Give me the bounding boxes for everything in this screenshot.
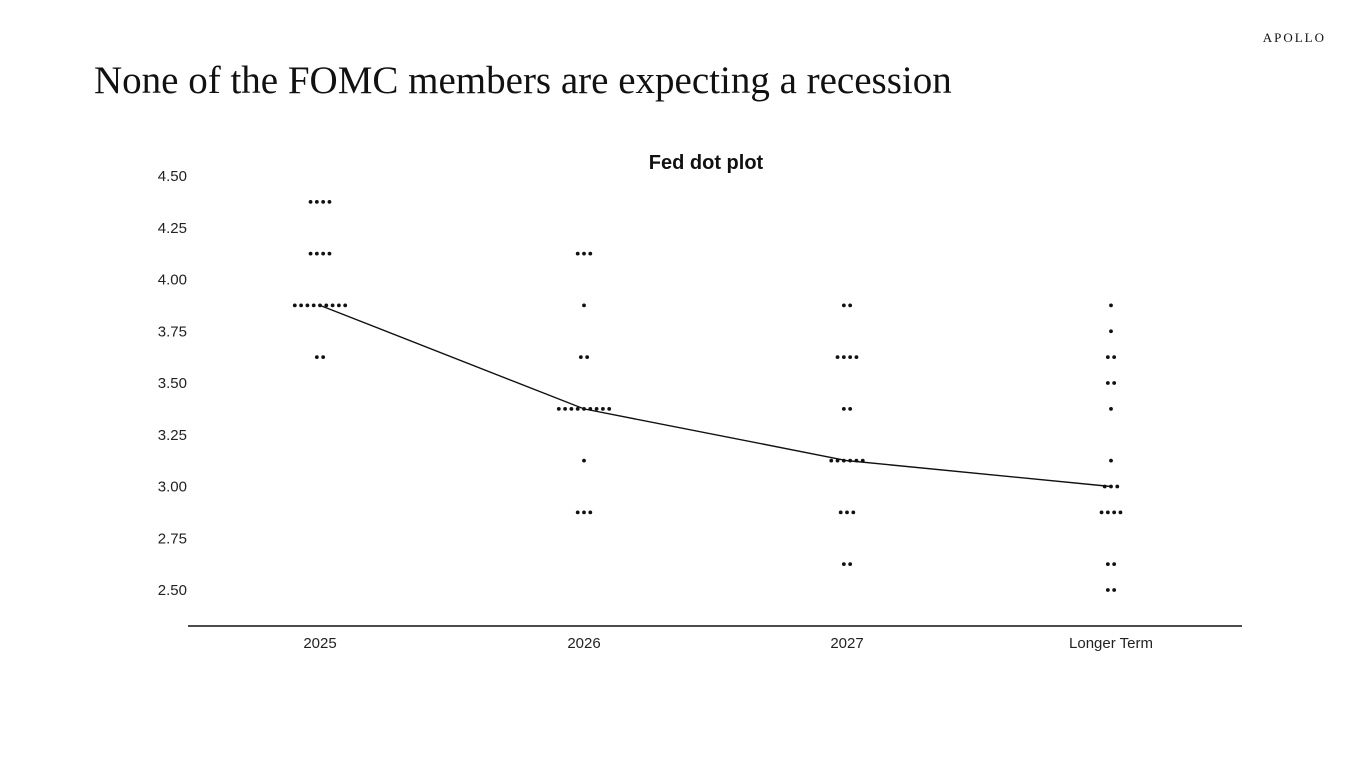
dot-point xyxy=(601,406,605,411)
dot-point xyxy=(841,303,846,308)
dot-point xyxy=(1105,562,1110,567)
brand-logo: APOLLO xyxy=(1262,30,1326,45)
dot-point xyxy=(1112,510,1117,515)
dot-point xyxy=(851,510,856,515)
x-tick-label: 2027 xyxy=(830,635,863,652)
dot-point xyxy=(569,406,574,411)
dot-point xyxy=(588,251,593,256)
dot-point xyxy=(578,355,583,360)
dots-layer xyxy=(292,199,1123,592)
dot-point xyxy=(337,303,341,308)
dot-point xyxy=(575,251,580,256)
dot-point xyxy=(321,199,326,204)
dot-point xyxy=(854,458,859,463)
y-tick-label: 4.00 xyxy=(158,272,187,289)
dot-point xyxy=(588,406,593,411)
dot-point xyxy=(860,458,865,463)
dot-point xyxy=(1112,381,1117,385)
dot-point xyxy=(1109,303,1113,308)
y-tick-label: 2.50 xyxy=(158,582,187,599)
dot-point xyxy=(299,303,303,308)
dot-point xyxy=(854,355,859,360)
dot-point xyxy=(848,355,853,360)
dot-point xyxy=(305,303,310,308)
y-tick-label: 3.75 xyxy=(158,323,187,340)
y-tick-label: 3.25 xyxy=(158,427,187,444)
x-tick-label: 2025 xyxy=(303,635,336,652)
dot-point xyxy=(585,355,590,360)
y-tick-label: 2.75 xyxy=(158,530,187,547)
x-tick-label: 2026 xyxy=(567,635,600,652)
dot-point xyxy=(308,199,313,204)
median-line xyxy=(319,304,1112,488)
y-tick-label: 4.25 xyxy=(158,220,187,237)
dot-point xyxy=(575,510,580,515)
dot-point xyxy=(848,406,853,411)
dot-point xyxy=(575,406,580,411)
chart-title: Fed dot plot xyxy=(649,152,764,174)
dot-point xyxy=(1105,510,1110,515)
dot-point xyxy=(327,251,332,256)
dot-point xyxy=(588,510,593,515)
dot-point xyxy=(308,251,313,256)
dot-point xyxy=(829,458,834,463)
dot-point xyxy=(1109,329,1113,334)
dot-point xyxy=(1105,381,1110,385)
dot-point xyxy=(582,510,586,515)
dot-point xyxy=(835,458,840,463)
dot-point xyxy=(314,199,319,204)
dot-point xyxy=(848,458,853,463)
dot-point xyxy=(848,562,853,567)
dot-point xyxy=(838,510,843,515)
dot-point xyxy=(841,562,846,567)
dot-point xyxy=(318,303,322,308)
x-tick-label: Longer Term xyxy=(1069,635,1153,652)
dot-point xyxy=(841,406,846,411)
dot-point xyxy=(582,406,586,411)
y-axis: 4.50 4.25 4.00 3.75 3.50 3.25 3.00 2.75 2.50 xyxy=(158,168,187,599)
dot-point xyxy=(324,303,329,308)
dot-point xyxy=(607,406,612,411)
dot-point xyxy=(582,303,586,308)
dot-point xyxy=(311,303,316,308)
dot-point xyxy=(343,303,348,308)
dot-point xyxy=(556,406,561,411)
dot-point xyxy=(841,355,846,360)
dot-point xyxy=(314,355,319,360)
dot-point xyxy=(327,199,332,204)
dot-point xyxy=(1109,458,1113,463)
dot-point xyxy=(1112,588,1117,592)
dot-point xyxy=(292,303,297,308)
dot-point xyxy=(1112,562,1117,567)
dot-point xyxy=(594,406,599,411)
dot-point xyxy=(314,251,319,256)
dot-point xyxy=(1115,484,1120,489)
dot-point xyxy=(1105,355,1110,360)
dot-point xyxy=(321,251,326,256)
dot-point xyxy=(1109,484,1113,489)
dot-point xyxy=(835,355,840,360)
dot-point xyxy=(1118,510,1123,515)
dot-point xyxy=(845,510,849,515)
dot-point xyxy=(841,458,846,463)
dot-point xyxy=(1112,355,1117,360)
dot-point xyxy=(1102,484,1107,489)
page-title: None of the FOMC members are expecting a… xyxy=(94,59,952,102)
y-tick-label: 4.50 xyxy=(158,168,187,185)
x-axis: 2025 2026 2027 Longer Term xyxy=(303,635,1153,652)
dot-point xyxy=(848,303,853,308)
dot-point xyxy=(330,303,335,308)
dot-point xyxy=(1099,510,1104,515)
dot-point xyxy=(1109,406,1113,411)
dot-point xyxy=(582,251,586,256)
dot-point xyxy=(582,458,586,463)
y-tick-label: 3.50 xyxy=(158,375,187,392)
y-tick-label: 3.00 xyxy=(158,479,187,496)
dot-point xyxy=(1105,588,1110,592)
dot-point xyxy=(563,406,567,411)
dot-point xyxy=(321,355,326,360)
